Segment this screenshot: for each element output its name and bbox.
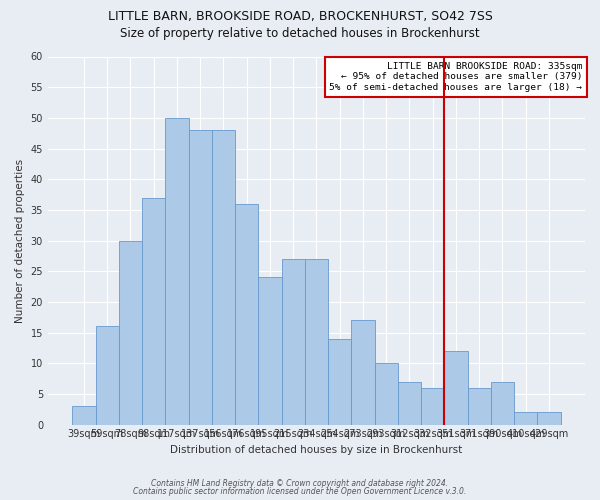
X-axis label: Distribution of detached houses by size in Brockenhurst: Distribution of detached houses by size … <box>170 445 463 455</box>
Bar <box>445 351 467 424</box>
Bar <box>305 259 328 424</box>
Bar <box>491 382 514 424</box>
Bar <box>328 338 352 424</box>
Bar <box>421 388 445 424</box>
Bar <box>538 412 560 424</box>
Bar <box>119 240 142 424</box>
Bar <box>467 388 491 424</box>
Text: LITTLE BARN BROOKSIDE ROAD: 335sqm
← 95% of detached houses are smaller (379)
5%: LITTLE BARN BROOKSIDE ROAD: 335sqm ← 95%… <box>329 62 583 92</box>
Text: LITTLE BARN, BROOKSIDE ROAD, BROCKENHURST, SO42 7SS: LITTLE BARN, BROOKSIDE ROAD, BROCKENHURS… <box>107 10 493 23</box>
Bar <box>398 382 421 424</box>
Bar <box>188 130 212 424</box>
Bar <box>73 406 95 424</box>
Bar <box>166 118 188 424</box>
Bar <box>281 259 305 424</box>
Y-axis label: Number of detached properties: Number of detached properties <box>15 158 25 322</box>
Bar <box>374 363 398 424</box>
Text: Size of property relative to detached houses in Brockenhurst: Size of property relative to detached ho… <box>120 28 480 40</box>
Bar <box>212 130 235 424</box>
Bar <box>514 412 538 424</box>
Text: Contains public sector information licensed under the Open Government Licence v.: Contains public sector information licen… <box>133 487 467 496</box>
Bar <box>142 198 166 424</box>
Bar <box>259 278 281 424</box>
Bar <box>352 320 374 424</box>
Bar <box>235 204 259 424</box>
Bar <box>95 326 119 424</box>
Text: Contains HM Land Registry data © Crown copyright and database right 2024.: Contains HM Land Registry data © Crown c… <box>151 478 449 488</box>
